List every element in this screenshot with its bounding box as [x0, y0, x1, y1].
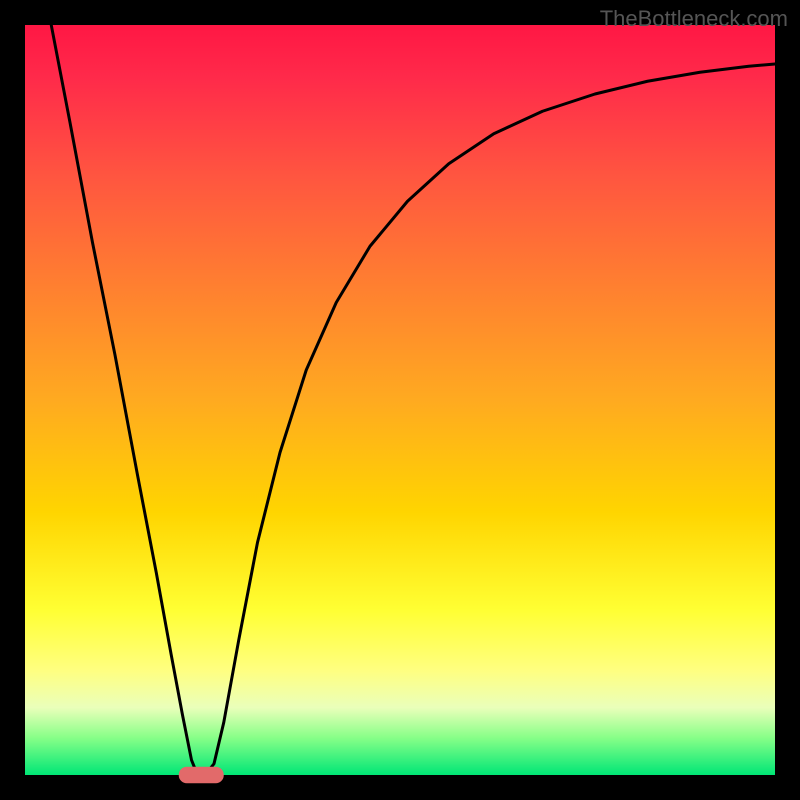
- bottleneck-chart: [0, 0, 800, 800]
- watermark-text: TheBottleneck.com: [600, 6, 788, 32]
- chart-container: TheBottleneck.com: [0, 0, 800, 800]
